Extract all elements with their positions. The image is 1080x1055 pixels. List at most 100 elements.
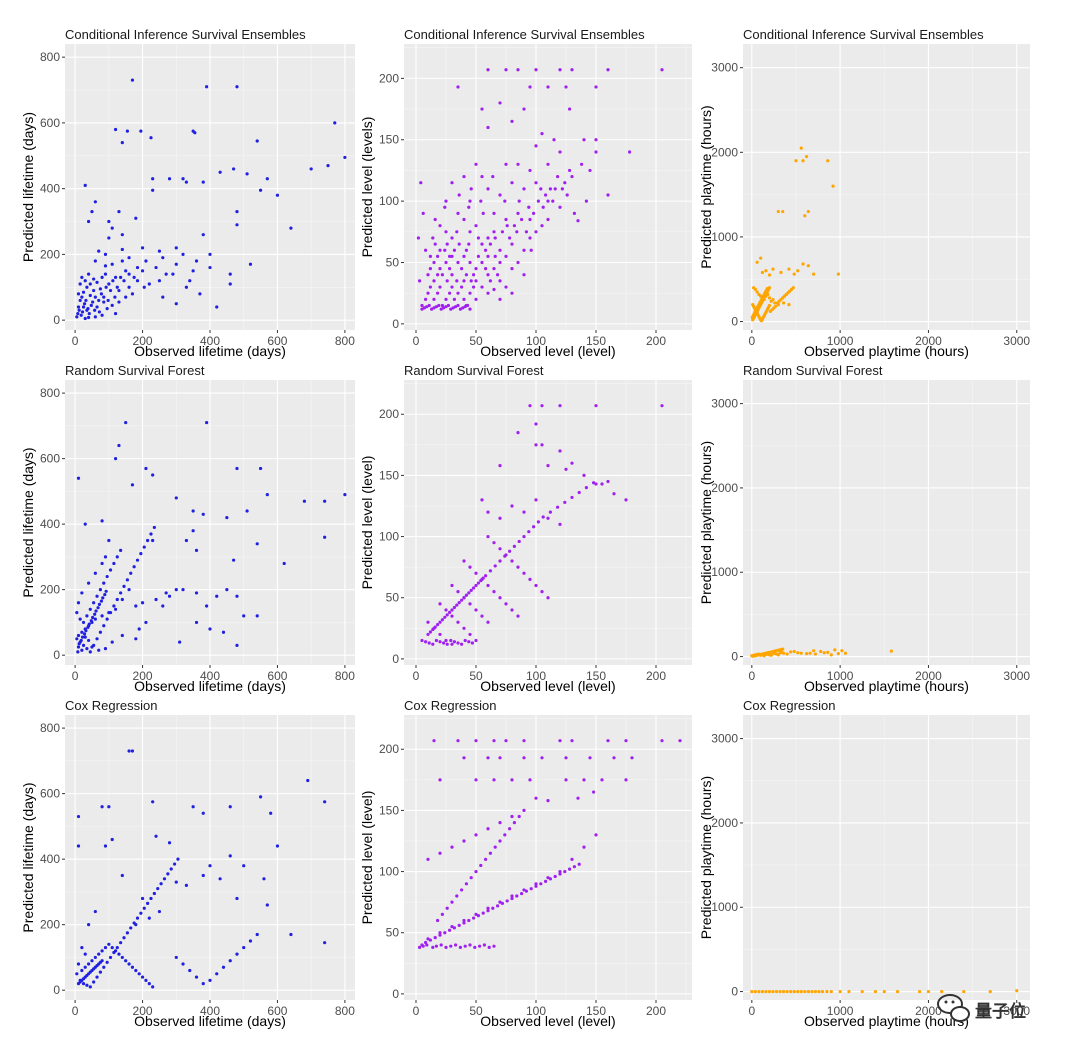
data-point xyxy=(787,303,791,307)
data-point xyxy=(343,493,347,497)
data-point xyxy=(803,214,807,218)
y-tick-label: 200 xyxy=(40,583,60,597)
data-point xyxy=(184,180,188,184)
data-point xyxy=(142,545,146,549)
data-point xyxy=(87,962,91,966)
data-point xyxy=(129,926,133,930)
data-point xyxy=(201,233,205,237)
data-point xyxy=(191,509,195,513)
data-point xyxy=(757,989,761,994)
data-point xyxy=(124,959,128,963)
data-point xyxy=(456,620,460,624)
data-point xyxy=(624,739,628,743)
data-point xyxy=(235,594,239,598)
data-point xyxy=(139,129,143,133)
data-point xyxy=(452,297,456,301)
data-point xyxy=(504,254,508,258)
data-point xyxy=(442,641,446,645)
data-point xyxy=(174,496,178,500)
data-point xyxy=(178,640,182,644)
data-point xyxy=(467,640,471,644)
data-point xyxy=(125,578,129,582)
y-tick-label: 800 xyxy=(40,50,60,64)
data-point xyxy=(594,138,598,142)
data-point xyxy=(474,739,478,743)
data-point xyxy=(479,199,483,203)
data-point xyxy=(82,632,87,636)
chart-title: Random Survival Forest xyxy=(65,363,205,378)
data-point xyxy=(558,205,562,209)
x-tick-label: 0 xyxy=(413,334,420,348)
data-point xyxy=(568,867,572,871)
data-point xyxy=(75,315,79,319)
data-point xyxy=(162,877,167,881)
data-point xyxy=(546,799,550,803)
data-point xyxy=(306,778,310,783)
data-point xyxy=(431,642,435,646)
y-tick-label: 2000 xyxy=(711,145,738,159)
data-point xyxy=(151,188,155,192)
data-point xyxy=(85,983,89,987)
data-point xyxy=(498,516,502,520)
data-point xyxy=(480,498,484,502)
panels: 0 200 400 600 800 0 200 400 600 800 Conditional In… xyxy=(20,27,1030,1029)
data-point xyxy=(454,305,458,309)
data-point xyxy=(467,918,471,923)
data-point xyxy=(76,645,81,649)
data-point xyxy=(184,285,188,289)
data-point xyxy=(139,911,143,915)
data-point xyxy=(510,608,514,612)
data-point xyxy=(161,604,165,608)
data-point xyxy=(428,254,432,258)
data-point xyxy=(462,297,466,301)
data-point xyxy=(125,129,129,133)
data-point xyxy=(208,978,212,982)
y-tick-label: 0 xyxy=(731,650,738,664)
y-tick-label: 400 xyxy=(40,852,60,866)
data-point xyxy=(146,901,150,905)
data-point xyxy=(228,282,232,286)
data-point xyxy=(151,800,155,804)
data-point xyxy=(122,279,126,283)
data-point xyxy=(468,602,472,606)
data-point xyxy=(437,303,441,308)
data-point xyxy=(516,162,520,166)
data-point xyxy=(154,834,158,838)
data-point xyxy=(452,605,456,610)
data-point xyxy=(215,594,219,598)
y-tick-label: 400 xyxy=(40,517,60,531)
data-point xyxy=(448,267,452,271)
data-point xyxy=(289,226,293,230)
data-point xyxy=(115,597,119,602)
data-point xyxy=(558,872,562,876)
data-point xyxy=(516,614,520,618)
data-point xyxy=(82,302,87,306)
data-point xyxy=(94,609,98,613)
data-point xyxy=(817,989,821,994)
data-point xyxy=(144,466,148,471)
data-point xyxy=(164,591,168,595)
data-point xyxy=(108,610,113,615)
data-point xyxy=(474,869,478,874)
data-point xyxy=(522,888,526,892)
y-tick-label: 150 xyxy=(379,803,399,817)
data-point xyxy=(606,193,610,197)
data-point xyxy=(504,68,508,72)
data-point xyxy=(498,821,502,825)
watermark: 量子位 xyxy=(937,994,1026,1022)
data-point xyxy=(442,306,446,310)
data-point xyxy=(205,85,209,89)
data-point xyxy=(108,568,113,572)
data-point xyxy=(228,959,232,963)
data-point xyxy=(488,851,492,855)
data-point xyxy=(528,577,532,581)
x-tick-label: 800 xyxy=(335,669,355,683)
y-tick-label: 100 xyxy=(379,194,399,208)
data-point xyxy=(486,273,490,277)
data-point xyxy=(134,216,138,220)
data-point xyxy=(151,538,155,543)
data-point xyxy=(161,295,165,299)
data-point xyxy=(528,85,532,89)
data-point xyxy=(449,307,453,311)
x-tick-label: 800 xyxy=(335,334,355,348)
